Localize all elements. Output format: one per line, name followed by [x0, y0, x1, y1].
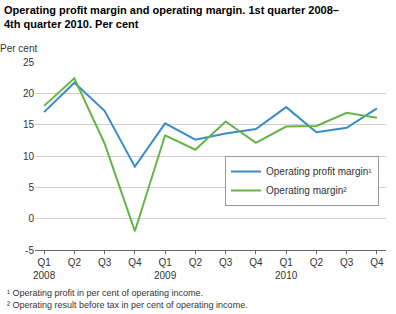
svg-text:² Operating result before tax: ² Operating result before tax in per cen… [7, 300, 248, 310]
svg-text:Per cent: Per cent [0, 43, 37, 54]
svg-text:15: 15 [23, 119, 35, 130]
svg-text:20: 20 [23, 88, 35, 99]
svg-text:Q4: Q4 [128, 257, 142, 268]
svg-text:Q2: Q2 [68, 257, 82, 268]
svg-text:25: 25 [23, 57, 35, 68]
svg-text:Q3: Q3 [340, 257, 354, 268]
svg-text:Q12010: Q12010 [275, 257, 298, 281]
svg-text:Q2: Q2 [310, 257, 324, 268]
svg-text:Q12009: Q12009 [154, 257, 177, 281]
svg-text:Operating profit margin and op: Operating profit margin and operating ma… [4, 4, 339, 30]
svg-text:Q4: Q4 [249, 257, 263, 268]
svg-text:Q12008: Q12008 [33, 257, 56, 281]
svg-text:Operating margin²: Operating margin² [266, 185, 347, 196]
svg-text:Q4: Q4 [370, 257, 384, 268]
svg-text:-5: -5 [25, 245, 34, 256]
svg-text:10: 10 [23, 151, 35, 162]
svg-text:5: 5 [28, 182, 34, 193]
svg-text:Q2: Q2 [189, 257, 203, 268]
svg-text:Q3: Q3 [219, 257, 233, 268]
svg-text:Q3: Q3 [98, 257, 112, 268]
svg-text:¹ Operating profit in per cent: ¹ Operating profit in per cent of operat… [7, 288, 203, 298]
svg-text:0: 0 [28, 213, 34, 224]
svg-text:Operating profit margin¹: Operating profit margin¹ [266, 166, 372, 177]
